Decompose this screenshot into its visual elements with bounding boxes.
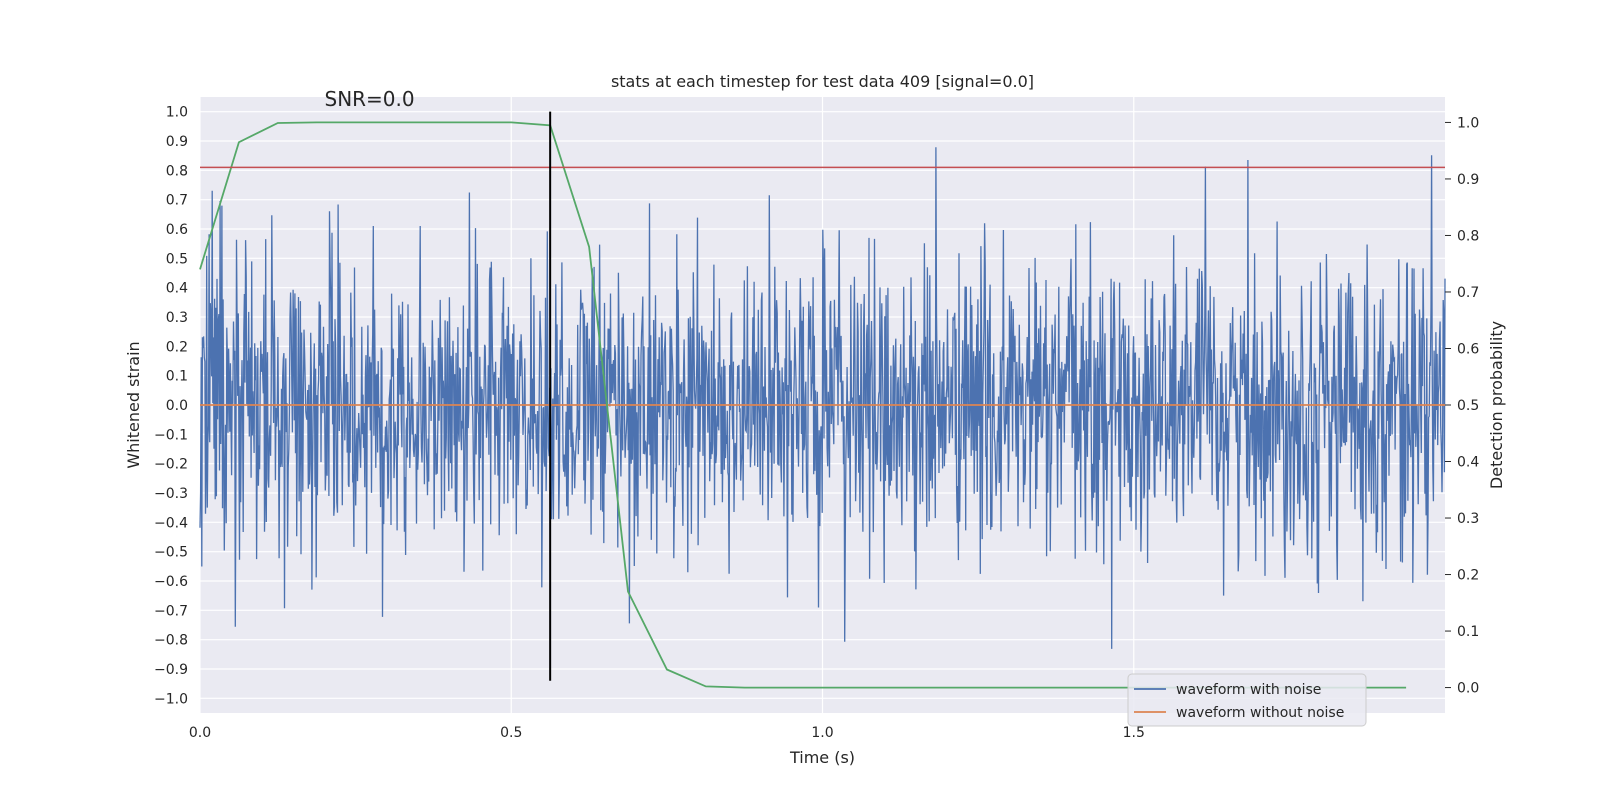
- y-tick-label: 0.3: [166, 310, 188, 326]
- legend: waveform with noise waveform without nois…: [1127, 673, 1367, 727]
- noise-layer: [199, 147, 1446, 649]
- x-tick-label: 0.0: [189, 725, 211, 741]
- y-tick-label: 0.2: [166, 339, 188, 355]
- y-tick-label: −0.9: [154, 662, 188, 678]
- y2-tick-label: 0.9: [1457, 172, 1479, 188]
- y-tick-label: 1.0: [166, 105, 188, 121]
- y-tick-label: −0.6: [154, 574, 188, 590]
- y2-tick-label: 1.0: [1457, 115, 1479, 131]
- x-tick-label: 1.0: [811, 725, 833, 741]
- y-axis-label: Whitened strain: [124, 341, 143, 468]
- x-tick-label: 0.5: [500, 725, 522, 741]
- y2-tick-label: 0.3: [1457, 511, 1479, 527]
- legend-label: waveform with noise: [1176, 682, 1321, 698]
- y2-tick-label: 0.2: [1457, 568, 1479, 584]
- y-tick-label: 0.1: [166, 369, 188, 385]
- ticks-layer: 1.0 0.9 0.8 0.7 0.6 0.5 0.4 0.3 0.2 0.1 0.0 −0.1 −0.…: [154, 105, 1479, 741]
- y-tick-label: 0.8: [166, 163, 188, 179]
- y-tick-label: −0.2: [154, 457, 188, 473]
- y-tick-label: −1.0: [154, 691, 188, 707]
- y-tick-label: −0.1: [154, 427, 188, 443]
- x-axis-label: Time (s): [789, 748, 855, 767]
- y2-tick-label: 0.1: [1457, 624, 1479, 640]
- y2-tick-label: 0.5: [1457, 398, 1479, 414]
- y2-tick-label: 0.8: [1457, 228, 1479, 244]
- y-tick-label: −0.5: [154, 545, 188, 561]
- series-waveform-with-noise: [199, 147, 1446, 649]
- y-tick-label: 0.5: [166, 251, 188, 267]
- chart-title: stats at each timestep for test data 409…: [611, 72, 1034, 91]
- y-tick-label: −0.4: [154, 515, 188, 531]
- y-tick-label: −0.8: [154, 633, 188, 649]
- y-tick-label: 0.0: [166, 398, 188, 414]
- y2-tick-label: 0.7: [1457, 285, 1479, 301]
- legend-label: waveform without noise: [1176, 705, 1344, 721]
- legend-box: [1127, 673, 1367, 727]
- y2-tick-label: 0.0: [1457, 681, 1479, 697]
- y-tick-label: 0.9: [166, 134, 188, 150]
- y2-axis-label: Detection probability: [1487, 321, 1506, 489]
- y-tick-label: −0.3: [154, 486, 188, 502]
- snr-annotation: SNR=0.0: [325, 87, 415, 111]
- y-tick-label: 0.4: [166, 281, 188, 297]
- y-tick-label: −0.7: [154, 603, 188, 619]
- y-tick-label: 0.7: [166, 193, 188, 209]
- y2-tick-label: 0.4: [1457, 455, 1479, 471]
- x-tick-label: 1.5: [1123, 725, 1145, 741]
- y-tick-label: 0.6: [166, 222, 188, 238]
- y2-tick-label: 0.6: [1457, 341, 1479, 357]
